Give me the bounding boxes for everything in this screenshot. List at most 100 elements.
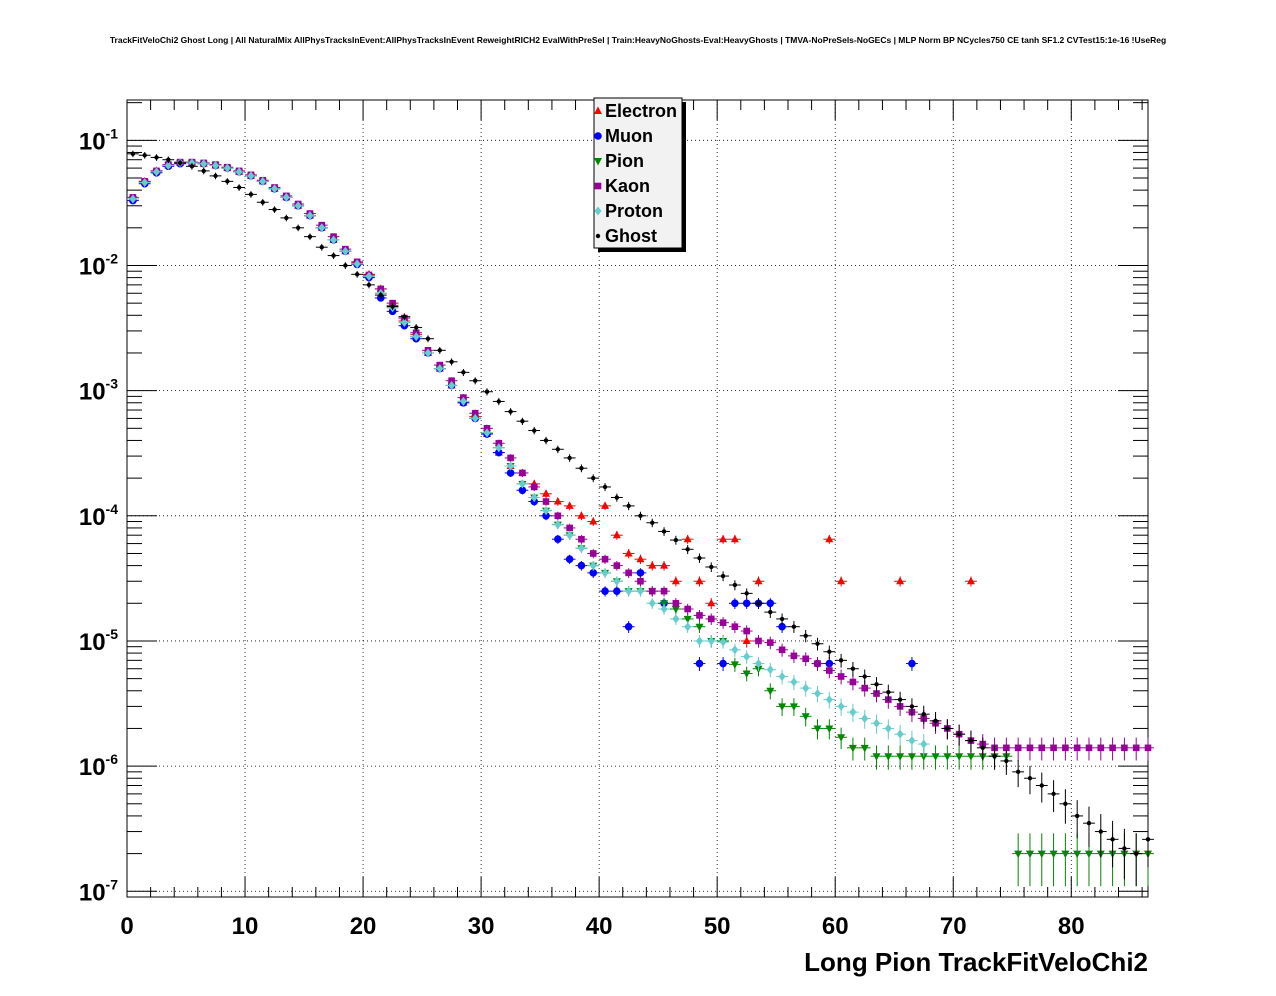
data-point	[213, 173, 218, 179]
data-point	[992, 754, 997, 759]
data-point	[1085, 744, 1093, 752]
x-tick-label: 0	[120, 913, 133, 940]
data-point	[201, 168, 206, 174]
data-point	[495, 443, 503, 453]
data-point	[731, 645, 739, 655]
data-point	[566, 530, 574, 540]
data-point	[838, 658, 844, 663]
data-point	[353, 259, 361, 269]
data-point	[695, 636, 703, 646]
x-tick-label: 10	[232, 913, 259, 940]
legend-marker	[595, 233, 601, 239]
x-tick-label: 30	[468, 913, 495, 940]
data-point	[189, 164, 195, 169]
data-point	[707, 615, 715, 623]
data-point	[825, 659, 834, 668]
data-point	[731, 623, 739, 630]
data-point	[129, 194, 137, 204]
data-point	[624, 548, 633, 557]
data-point	[591, 475, 596, 481]
data-point	[743, 627, 750, 635]
data-point	[295, 225, 301, 231]
data-point	[542, 498, 550, 505]
data-point	[1049, 850, 1058, 859]
data-point	[1037, 850, 1046, 859]
data-point	[636, 586, 644, 596]
data-point	[661, 529, 667, 534]
legend-marker	[594, 206, 602, 216]
data-point	[768, 609, 773, 615]
data-point	[896, 729, 904, 739]
x-axis-title: Long Pion TrackFitVeloChi2	[804, 947, 1148, 977]
data-point	[814, 689, 822, 699]
y-tick-label: 10-5	[79, 626, 118, 656]
data-point	[177, 160, 183, 166]
data-point	[860, 744, 869, 753]
data-point	[459, 396, 467, 406]
data-point	[473, 378, 478, 383]
data-point	[471, 409, 479, 417]
data-point	[754, 659, 762, 669]
data-point	[626, 503, 631, 509]
data-point	[625, 569, 632, 577]
y-tick-labels: 10-7 10-6 10-5 10-4 10-3 10-2 10-1	[79, 125, 118, 906]
data-point	[683, 615, 692, 624]
data-point	[827, 649, 832, 654]
data-point	[1121, 744, 1128, 752]
data-point	[837, 734, 846, 742]
data-point	[719, 619, 727, 626]
data-point	[554, 520, 562, 530]
data-point	[861, 684, 869, 692]
data-point	[613, 562, 621, 569]
data-point	[566, 524, 573, 532]
data-point	[284, 215, 289, 221]
data-point	[1050, 744, 1057, 752]
legend-marker	[594, 158, 602, 166]
data-point	[744, 591, 749, 596]
data-point	[1014, 850, 1023, 859]
data-point	[1038, 744, 1046, 752]
x-axis-ticks	[126, 100, 1143, 897]
data-point	[530, 493, 538, 503]
data-point	[624, 622, 633, 631]
data-point	[848, 744, 857, 753]
data-point	[730, 534, 739, 543]
x-tick-label: 50	[704, 913, 731, 940]
data-point	[1110, 837, 1115, 842]
data-point	[448, 380, 456, 390]
data-point	[886, 689, 891, 695]
data-point	[966, 753, 975, 761]
data-point	[825, 695, 833, 705]
data-point	[154, 155, 159, 160]
data-point	[542, 506, 550, 516]
data-point	[153, 167, 161, 177]
data-point	[672, 599, 680, 607]
data-point	[1027, 776, 1033, 781]
data-point	[908, 736, 916, 746]
data-point	[343, 263, 348, 268]
data-point	[707, 636, 715, 646]
data-point	[732, 582, 738, 588]
data-point	[330, 235, 338, 245]
legend-item-electron: Electron	[594, 101, 677, 121]
data-point	[802, 655, 809, 663]
data-point	[294, 201, 302, 211]
x-tick-label: 70	[940, 913, 967, 940]
data-point	[1015, 769, 1021, 775]
data-point	[166, 157, 171, 162]
data-point	[696, 612, 703, 619]
data-point	[260, 200, 265, 205]
data-point	[601, 568, 609, 578]
legend-item-kaon: Kaon	[594, 176, 650, 196]
data-point	[307, 234, 313, 239]
legend-item-pion: Pion	[594, 151, 644, 171]
data-point	[802, 683, 810, 693]
data-point	[849, 678, 857, 686]
x-tick-labels: 0 10 20 30 40 50 60 70 80	[120, 913, 1084, 940]
x-tick-label: 20	[350, 913, 377, 940]
data-point	[862, 674, 867, 679]
data-point	[212, 160, 220, 170]
data-point	[779, 616, 785, 622]
data-point	[814, 660, 821, 667]
data-point	[248, 192, 254, 197]
